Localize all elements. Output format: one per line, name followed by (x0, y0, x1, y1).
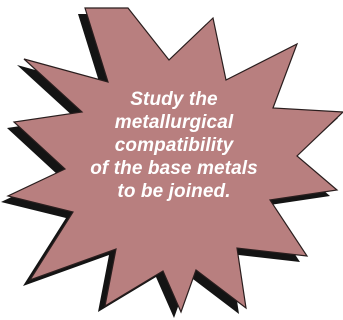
callout-line-4: of the base metals (90, 158, 258, 179)
callout-line-3: compatibility (114, 135, 234, 156)
callout-line-5: to be joined. (117, 181, 231, 202)
callout-line-2: metallurgical (114, 112, 234, 133)
starburst-body (6, 7, 343, 314)
callout-line-1: Study the (130, 89, 218, 110)
callout-text: Study the metallurgical compatibility of… (56, 88, 292, 203)
